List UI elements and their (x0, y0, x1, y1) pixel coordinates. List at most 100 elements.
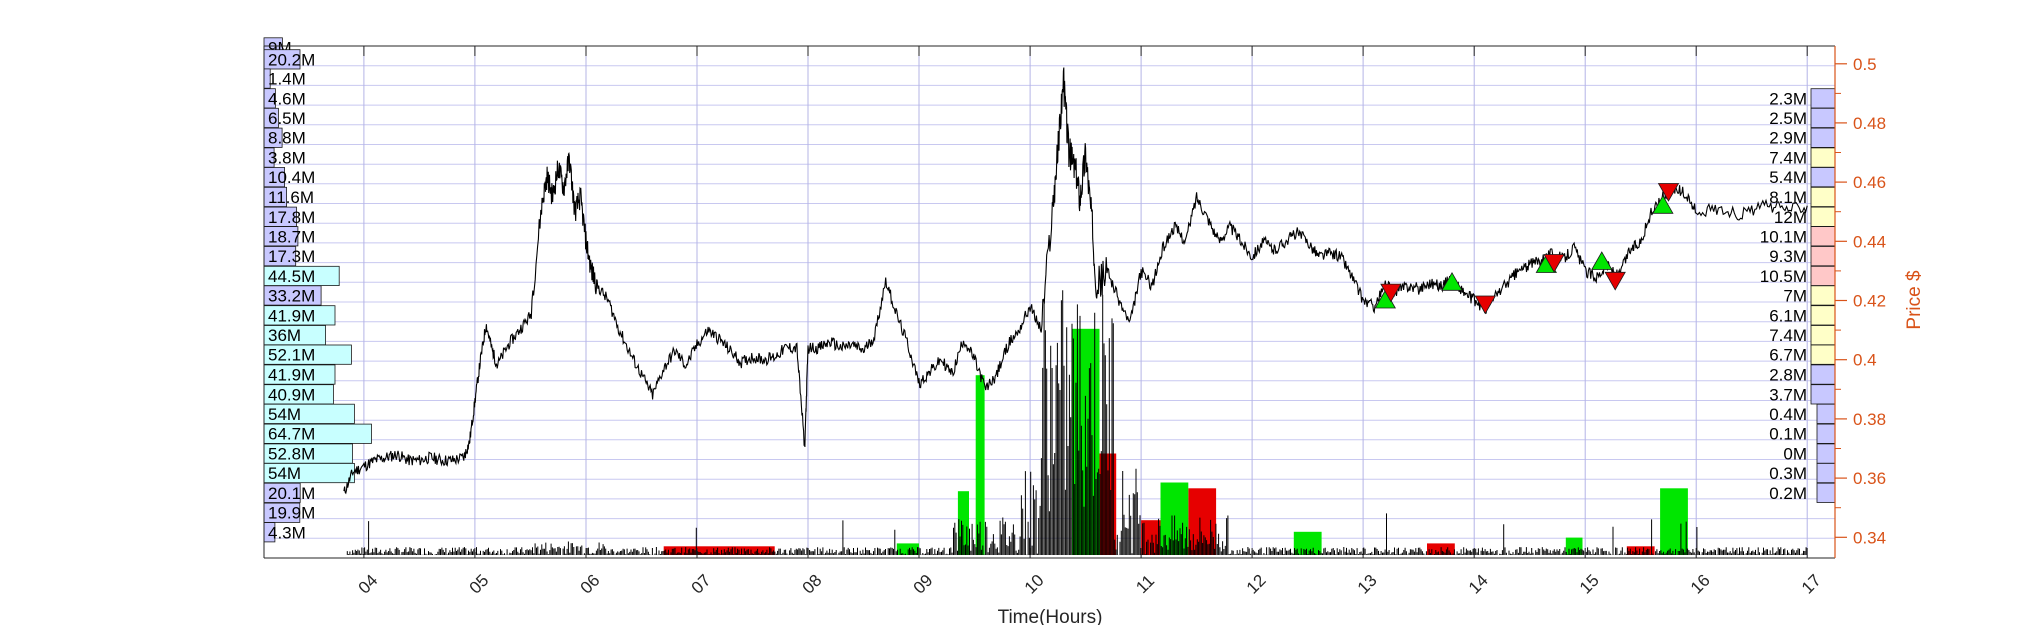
profile-label-right: 10.1M (1760, 227, 1807, 246)
profile-label-right: 6.7M (1769, 346, 1807, 365)
profile-label-right: 2.3M (1769, 89, 1807, 108)
profile-label-left: 17.3M (268, 247, 315, 266)
profile-label-right: 0.3M (1769, 464, 1807, 483)
profile-label-right: 8.1M (1769, 188, 1807, 207)
profile-bar-right (1817, 424, 1835, 443)
x-tick-label: 11 (1132, 571, 1158, 597)
profile-bar-right (1811, 108, 1835, 127)
profile-label-right: 7.4M (1769, 326, 1807, 345)
profile-bar-right (1811, 306, 1835, 325)
profile-label-right: 0M (1783, 445, 1807, 464)
profile-label-right: 0.4M (1769, 405, 1807, 424)
x-tick-label: 12 (1243, 571, 1270, 598)
x-tick-label: 15 (1576, 571, 1603, 598)
x-tick-labels: 04 05 06 07 08 09 10 11 12 13 14 15 16 17 (355, 571, 1825, 598)
x-tick-label: 16 (1687, 571, 1714, 598)
profile-label-left: 20.2M (268, 50, 315, 69)
profile-label-right: 10.5M (1760, 267, 1807, 286)
y-tick-label: 0.36 (1853, 469, 1886, 488)
profile-label-left: 4.6M (268, 89, 306, 108)
profile-label-left: 41.9M (268, 366, 315, 385)
x-tick-label: 13 (1354, 571, 1381, 598)
profile-bar-right (1811, 128, 1835, 147)
profile-label-left: 36M (268, 326, 301, 345)
profile-label-right: 5.4M (1769, 168, 1807, 187)
volume-bar-buy (1294, 532, 1322, 555)
profile-bar-right (1811, 187, 1835, 206)
x-tick-label: 06 (577, 571, 604, 598)
profile-label-right: 0.2M (1769, 484, 1807, 503)
profile-label-left: 19.9M (268, 504, 315, 523)
profile-bar-right (1811, 247, 1835, 266)
profile-bar-right (1811, 385, 1835, 404)
x-tick-label: 17 (1798, 571, 1825, 598)
volume-bar-buy (1660, 488, 1688, 555)
profile-label-left: 41.9M (268, 306, 315, 325)
profile-bar-right (1811, 326, 1835, 345)
y-tick-labels: 0.34 0.36 0.38 0.4 0.42 0.44 0.46 0.48 0.5 (1853, 55, 1886, 548)
sell-marker (1605, 272, 1625, 290)
buy-marker (1592, 252, 1612, 270)
x-tick-label: 09 (910, 571, 937, 598)
profile-label-left: 54M (268, 464, 301, 483)
profile-label-left: 6.5M (268, 109, 306, 128)
profile-label-left: 40.9M (268, 385, 315, 404)
profile-label-left: 20.1M (268, 484, 315, 503)
profile-bar-right (1811, 365, 1835, 384)
profile-label-left: 52.1M (268, 346, 315, 365)
x-tick-label: 05 (466, 571, 493, 598)
profile-label-right: 7.4M (1769, 149, 1807, 168)
profile-label-right: 3.7M (1769, 385, 1807, 404)
right-volume-profile: 2.3M2.5M2.9M7.4M5.4M8.1M12M10.1M9.3M10.5… (1760, 89, 1835, 503)
x-tick-label: 14 (1465, 571, 1492, 598)
profile-bar-right (1811, 266, 1835, 285)
y-axis-label: Price $ (1904, 270, 1925, 330)
profile-label-left: 64.7M (268, 425, 315, 444)
x-tick-label: 08 (799, 571, 826, 598)
y-tick-label: 0.5 (1853, 55, 1877, 74)
profile-label-left: 10.4M (268, 168, 315, 187)
profile-bar-right (1811, 89, 1835, 108)
volume-bars (664, 329, 1688, 555)
profile-label-right: 2.5M (1769, 109, 1807, 128)
profile-bar-right (1817, 404, 1835, 423)
profile-bar-right (1811, 227, 1835, 246)
profile-label-right: 7M (1783, 287, 1807, 306)
volume-bar-buy (958, 491, 969, 555)
y-tick-label: 0.38 (1853, 410, 1886, 429)
profile-bar-right (1817, 463, 1835, 482)
profile-label-left: 17.8M (268, 208, 315, 227)
x-axis-label: Time(Hours) (998, 607, 1103, 625)
profile-label-left: 18.7M (268, 227, 315, 246)
x-tick-label: 10 (1021, 571, 1048, 598)
profile-label-right: 6.1M (1769, 306, 1807, 325)
profile-bar-right (1811, 168, 1835, 187)
x-tick-label: 07 (688, 571, 715, 598)
profile-label-left: 44.5M (268, 267, 315, 286)
profile-label-left: 8.8M (268, 129, 306, 148)
y-tick-label: 0.46 (1853, 173, 1886, 192)
profile-bar-right (1817, 483, 1835, 502)
profile-label-left: 4.3M (268, 523, 306, 542)
volume-bar-sell (1627, 546, 1655, 555)
x-tick-label: 04 (355, 571, 382, 598)
profile-bar-right (1811, 207, 1835, 226)
y-tick-label: 0.44 (1853, 232, 1886, 251)
profile-bar-right (1811, 286, 1835, 305)
y-tick-label: 0.48 (1853, 114, 1886, 133)
left-volume-profile: 9M20.2M1.4M4.6M6.5M8.8M3.8M10.4M11.6M17.… (264, 38, 372, 543)
profile-label-left: 1.4M (268, 70, 306, 89)
profile-bar-right (1817, 444, 1835, 463)
y-tick-label: 0.34 (1853, 528, 1886, 547)
profile-label-left: 33.2M (268, 287, 315, 306)
profile-label-right: 2.9M (1769, 129, 1807, 148)
profile-label-left: 11.6M (268, 188, 314, 207)
profile-label-left: 3.8M (268, 149, 306, 168)
profile-label-left: 52.8M (268, 445, 315, 464)
profile-label-right: 9.3M (1769, 247, 1807, 266)
y-tick-label: 0.42 (1853, 292, 1886, 311)
y-tick-label: 0.4 (1853, 351, 1877, 370)
grid (264, 46, 1835, 558)
profile-bar-right (1811, 345, 1835, 364)
